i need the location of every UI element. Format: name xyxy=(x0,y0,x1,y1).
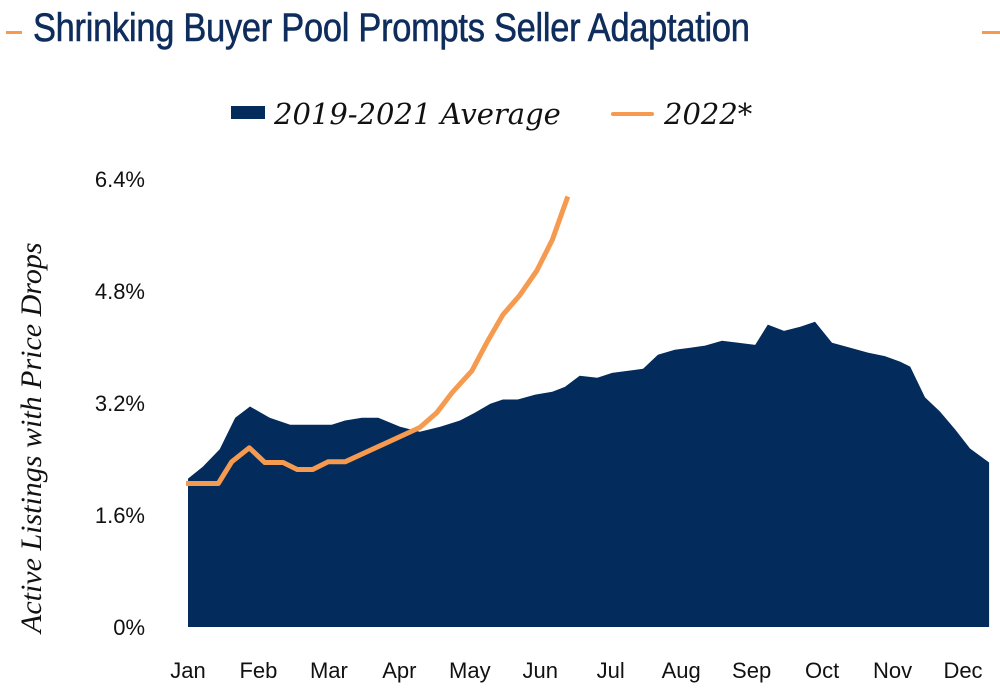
x-tick-label: Sep xyxy=(732,658,771,683)
x-tick-label: Jan xyxy=(170,658,205,683)
series-area-2019-2021-average xyxy=(188,321,990,627)
y-tick-label: 4.8% xyxy=(95,279,145,304)
x-tick-label: Jun xyxy=(523,658,558,683)
plot-area xyxy=(186,195,990,627)
x-tick-label: Jul xyxy=(597,658,625,683)
legend: 2019-2021 Average 2022* xyxy=(231,97,753,131)
x-tick-label: Feb xyxy=(239,658,277,683)
y-axis-label: Active Listings with Price Drops xyxy=(15,242,48,635)
series-line-2022 xyxy=(186,195,571,486)
x-tick-label: May xyxy=(449,658,491,683)
x-tick-label: Dec xyxy=(943,658,982,683)
legend-swatch-area xyxy=(231,106,265,119)
x-tick-label: Mar xyxy=(310,658,348,683)
x-ticks: Jan Feb Mar Apr May Jun Jul Aug Sep Oct Nov Dec xyxy=(170,658,982,683)
y-tick-label: 0% xyxy=(113,615,145,640)
title-left-dash xyxy=(6,31,22,34)
x-tick-label: Aug xyxy=(662,658,701,683)
y-tick-label: 6.4% xyxy=(95,167,145,192)
x-tick-label: Apr xyxy=(382,658,416,683)
title-bar: Shrinking Buyer Pool Prompts Seller Adap… xyxy=(0,4,1000,54)
chart-title: Shrinking Buyer Pool Prompts Seller Adap… xyxy=(33,6,750,51)
x-tick-label: Nov xyxy=(873,658,912,683)
y-tick-label: 3.2% xyxy=(95,391,145,416)
x-tick-label: Oct xyxy=(805,658,839,683)
y-tick-label: 1.6% xyxy=(95,503,145,528)
title-right-dash xyxy=(982,31,1000,34)
legend-label-2022: 2022* xyxy=(663,97,753,131)
y-ticks: 0% 1.6% 3.2% 4.8% 6.4% xyxy=(95,167,145,640)
legend-label-average: 2019-2021 Average xyxy=(273,97,561,131)
